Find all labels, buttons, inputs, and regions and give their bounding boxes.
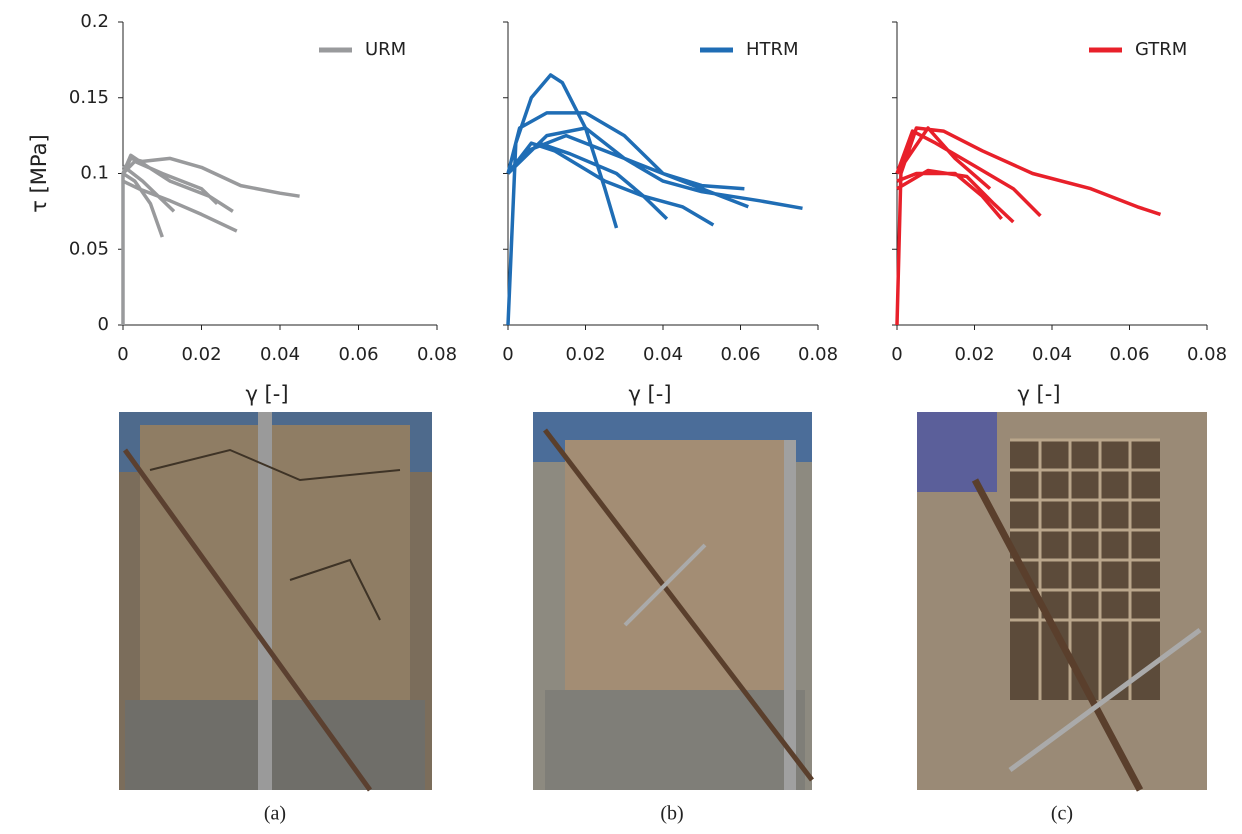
caption: (c) [1051,803,1073,825]
x-tick-label: 0.08 [798,344,838,365]
x-tick-label: 0 [502,344,513,365]
x-tick-label: 0.08 [417,344,457,365]
photo-b [533,412,814,790]
x-tick-label: 0.06 [1109,344,1149,365]
x-tick-label: 0.02 [565,344,605,365]
caption: (b) [660,803,683,825]
x-tick-label: 0.06 [338,344,378,365]
y-tick-label: 0.1 [80,163,109,184]
y-tick-label: 0.05 [69,238,109,259]
x-tick-label: 0.04 [643,344,683,365]
legend-label: GTRM [1135,39,1187,60]
photo-a [119,412,432,792]
y-tick-label: 0.15 [69,87,109,108]
data-line [506,73,803,326]
data-line [121,153,300,325]
x-tick-label: 0 [891,344,902,365]
x-axis-label: γ [-] [1017,382,1060,406]
x-tick-label: 0 [117,344,128,365]
x-tick-label: 0.02 [954,344,994,365]
x-tick-label: 0.02 [181,344,221,365]
y-tick-label: 0 [98,314,109,335]
caption: (a) [264,803,286,825]
x-tick-label: 0.06 [720,344,760,365]
legend-label: URM [365,39,406,60]
y-tick-label: 0.2 [80,11,109,32]
data-line [895,126,1162,326]
x-tick-label: 0.08 [1187,344,1227,365]
legend-label: HTRM [746,39,799,60]
photo-c [917,412,1207,792]
y-axis-label: τ [MPa] [27,134,51,212]
x-axis-label: γ [-] [245,382,288,406]
x-tick-label: 0.04 [1032,344,1072,365]
x-tick-label: 0.04 [260,344,300,365]
x-axis-label: γ [-] [628,382,671,406]
